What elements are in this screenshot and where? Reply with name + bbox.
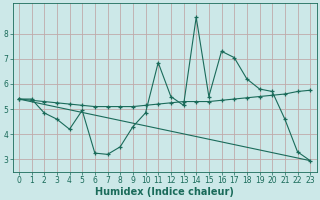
X-axis label: Humidex (Indice chaleur): Humidex (Indice chaleur): [95, 187, 234, 197]
